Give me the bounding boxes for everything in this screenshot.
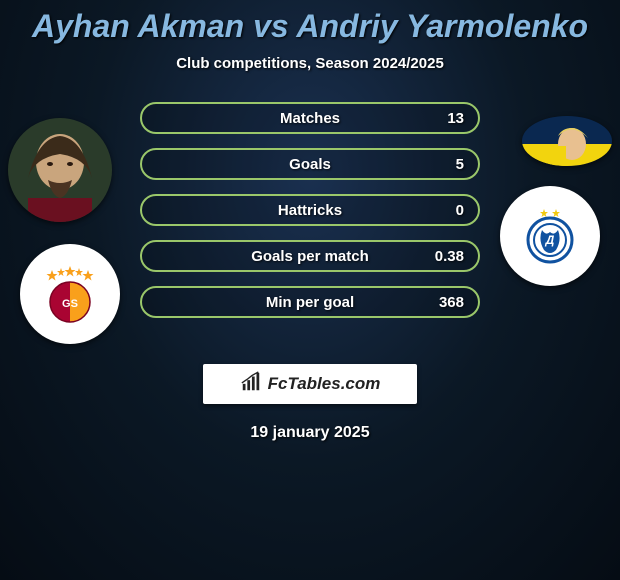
stat-value: 13 <box>447 110 464 127</box>
player-right-avatar <box>522 116 612 166</box>
stat-row-matches: Matches 13 <box>140 102 480 134</box>
stat-row-goals: Goals 5 <box>140 148 480 180</box>
site-badge[interactable]: FcTables.com <box>203 364 417 404</box>
stat-label: Hattricks <box>278 202 342 219</box>
stat-value: 5 <box>456 156 464 173</box>
comparison-card: Ayhan Akman vs Andriy Yarmolenko Club co… <box>0 0 620 442</box>
stat-value: 368 <box>439 294 464 311</box>
svg-text:GS: GS <box>62 298 78 310</box>
club-right-badge: Д <box>500 186 600 286</box>
player-left-avatar <box>8 118 112 222</box>
stat-label: Matches <box>280 110 340 127</box>
stat-label: Goals per match <box>251 248 369 265</box>
chart-icon <box>240 371 262 398</box>
svg-text:Д: Д <box>545 233 555 247</box>
stat-label: Goals <box>289 156 331 173</box>
stat-value: 0.38 <box>435 248 464 265</box>
page-title: Ayhan Akman vs Andriy Yarmolenko <box>0 0 620 45</box>
stat-row-goals-per-match: Goals per match 0.38 <box>140 240 480 272</box>
stat-row-hattricks: Hattricks 0 <box>140 194 480 226</box>
club-left-badge: GS <box>20 244 120 344</box>
stat-value: 0 <box>456 202 464 219</box>
stat-label: Min per goal <box>266 294 354 311</box>
season-subtitle: Club competitions, Season 2024/2025 <box>0 55 620 72</box>
stat-bars: Matches 13 Goals 5 Hattricks 0 Goals per… <box>140 102 480 332</box>
stat-row-min-per-goal: Min per goal 368 <box>140 286 480 318</box>
snapshot-date: 19 january 2025 <box>0 424 620 442</box>
stats-area: GS Д Matches 13 Goals <box>0 102 620 352</box>
site-name: FcTables.com <box>268 374 381 394</box>
